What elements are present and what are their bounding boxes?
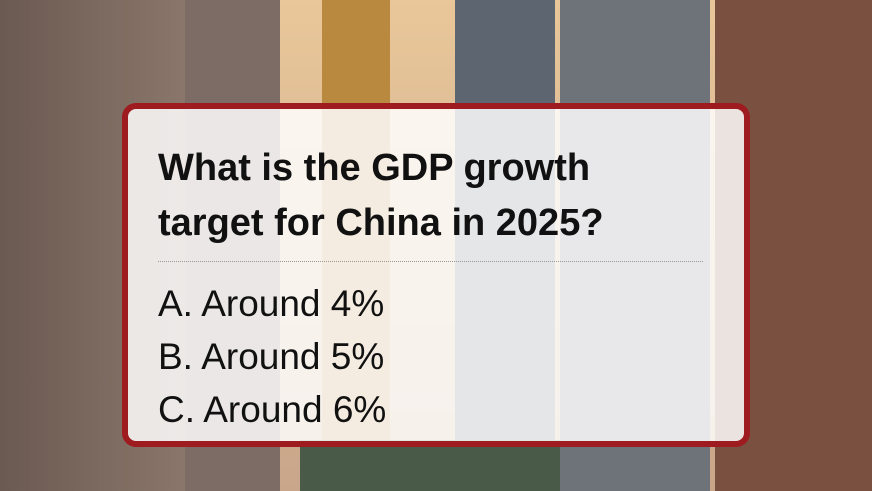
divider: [158, 261, 703, 262]
question: What is the GDP growth target for China …: [158, 147, 604, 244]
option[interactable]: B. Around 5%: [158, 336, 385, 377]
quiz-card: What is the GDP growth target for China …: [122, 103, 750, 447]
option[interactable]: C. Around 6%: [158, 389, 387, 430]
options: A. Around 4% B. Around 5% C. Around 6%: [158, 277, 386, 436]
option[interactable]: A. Around 4%: [158, 283, 385, 324]
